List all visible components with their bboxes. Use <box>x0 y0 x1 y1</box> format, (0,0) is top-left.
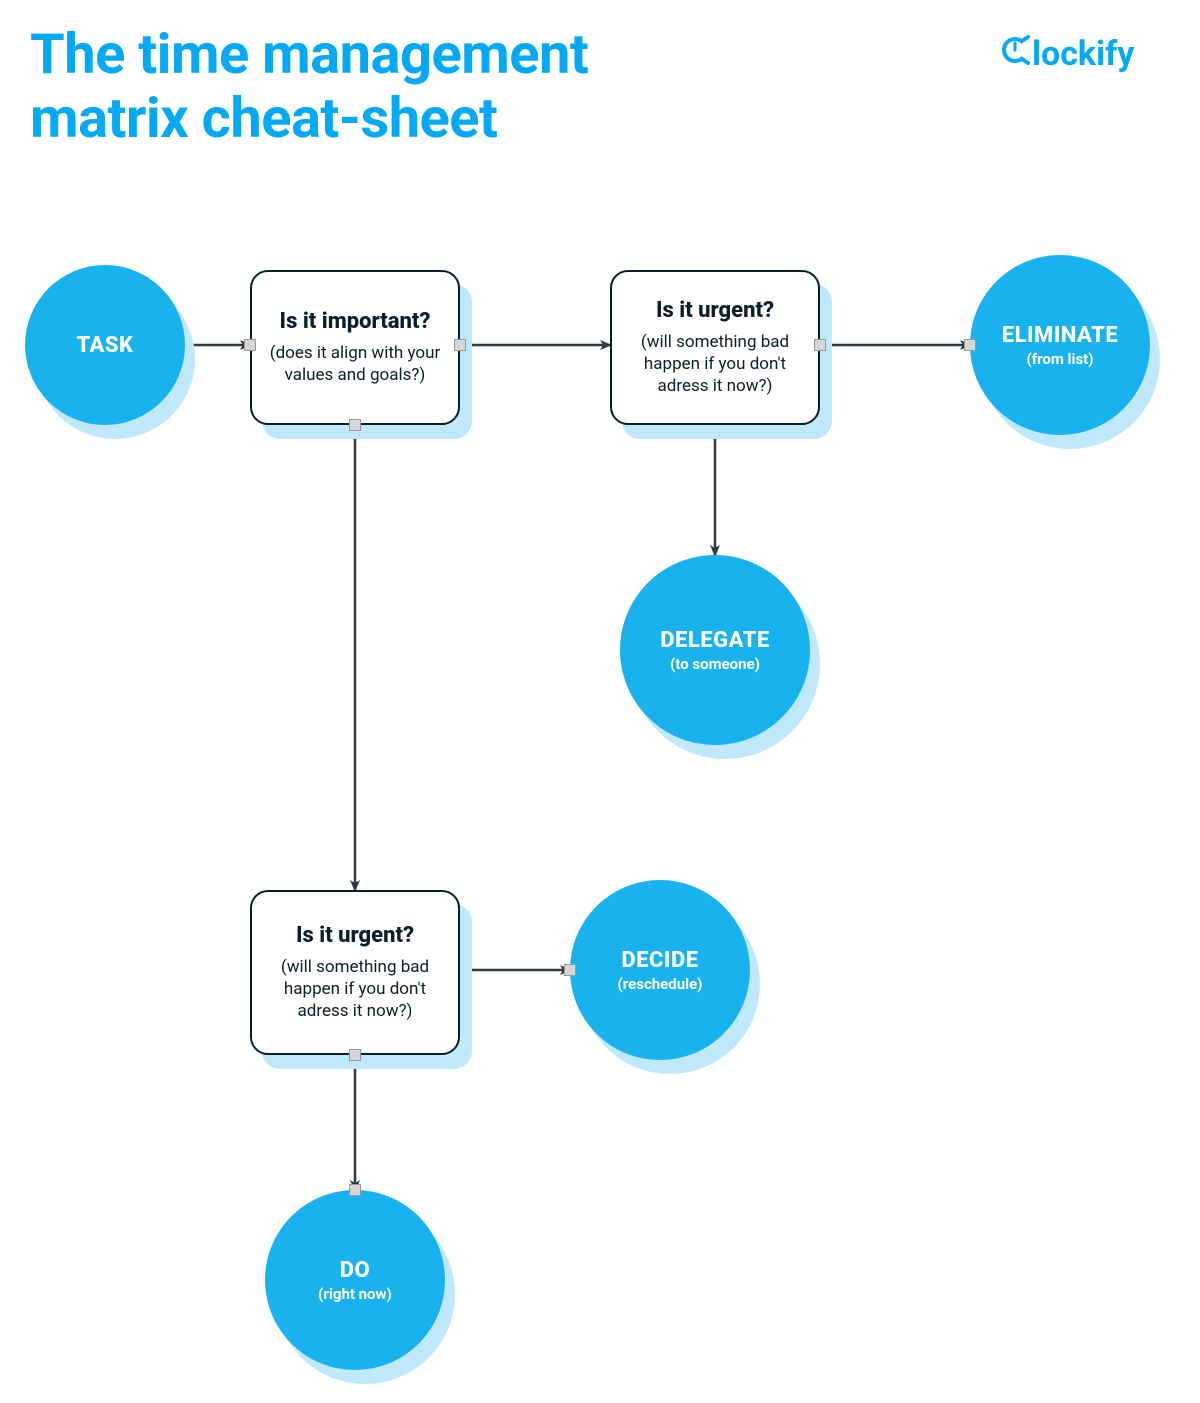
nub-important-out <box>454 339 466 351</box>
nub-urgent1-out <box>814 339 826 351</box>
nub-eliminate-in <box>964 339 976 351</box>
nub-do-in <box>349 1184 361 1196</box>
nub-decide-in <box>564 964 576 976</box>
nub-urgent2-out <box>349 1049 361 1061</box>
nub-important-out <box>349 419 361 431</box>
nub-important-in <box>244 339 256 351</box>
flowchart-connector-nubs <box>0 0 1200 1403</box>
